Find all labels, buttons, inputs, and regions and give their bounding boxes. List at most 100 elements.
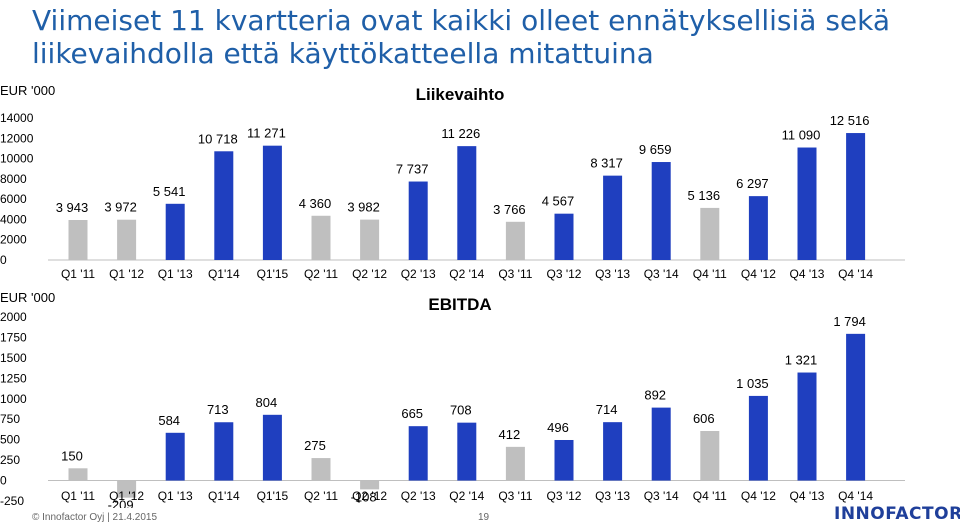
- revenue-bar: [165, 203, 185, 260]
- revenue-value-label: 6 297: [736, 176, 769, 191]
- innofactor-logo: INNOFACTOR: [834, 504, 960, 524]
- revenue-category-label: Q2 '13: [401, 267, 436, 281]
- ebitda-bar: [408, 426, 428, 481]
- ebitda-value-label: 804: [256, 395, 278, 410]
- ebitda-value-label: 412: [499, 427, 521, 442]
- ebitda-bar: [505, 446, 525, 481]
- revenue-bar: [846, 133, 866, 260]
- revenue-bar: [311, 215, 331, 260]
- revenue-value-label: 9 659: [639, 142, 672, 157]
- revenue-category-label: Q4 '13: [790, 267, 825, 281]
- revenue-bar: [797, 147, 817, 260]
- revenue-bar: [262, 145, 282, 260]
- revenue-value-label: 5 136: [688, 188, 721, 203]
- revenue-category-label: Q1'14: [208, 267, 240, 281]
- revenue-y-tick-label: 8000: [0, 172, 27, 186]
- ebitda-category-label: Q4 '12: [741, 489, 776, 503]
- revenue-y-tick-label: 4000: [0, 212, 27, 226]
- ebitda-bar: [554, 439, 574, 481]
- revenue-chart-title: Liikevaihto: [416, 85, 505, 104]
- revenue-value-label: 10 718: [198, 131, 238, 146]
- revenue-value-label: 5 541: [153, 184, 186, 199]
- revenue-value-label: 11 090: [782, 128, 821, 143]
- ebitda-value-label: 1 794: [833, 314, 866, 329]
- revenue-bar: [700, 207, 720, 260]
- revenue-y-axis-label: EUR '000: [0, 83, 55, 98]
- ebitda-bar: [360, 480, 380, 490]
- ebitda-bar: [797, 372, 817, 481]
- revenue-category-label: Q4 '12: [741, 267, 776, 281]
- revenue-category-label: Q1 '13: [158, 267, 193, 281]
- ebitda-category-label: Q2 '14: [449, 489, 484, 503]
- ebitda-category-label: Q3 '14: [644, 489, 679, 503]
- ebitda-category-label: Q3 '11: [498, 489, 532, 503]
- ebitda-category-label: Q1 '12: [109, 489, 144, 503]
- revenue-value-label: 8 317: [590, 156, 623, 171]
- ebitda-chart-title: EBITDA: [428, 295, 491, 314]
- ebitda-y-tick-label: 500: [0, 433, 20, 447]
- ebitda-category-label: Q4 '13: [790, 489, 825, 503]
- revenue-y-tick-label: 2000: [0, 233, 27, 247]
- ebitda-bar: [311, 458, 331, 481]
- revenue-value-label: 3 972: [104, 200, 137, 215]
- ebitda-value-label: 1 321: [785, 353, 818, 368]
- ebitda-category-label: Q2 '12: [352, 489, 387, 503]
- ebitda-category-label: Q4 '14: [838, 489, 873, 503]
- ebitda-value-label: 892: [644, 388, 666, 403]
- page-number: 19: [478, 512, 490, 523]
- revenue-category-label: Q4 '11: [693, 267, 727, 281]
- ebitda-value-label: 713: [207, 402, 229, 417]
- ebitda-y-tick-label: -250: [0, 494, 24, 508]
- ebitda-bar: [651, 407, 671, 481]
- revenue-category-label: Q1 '12: [109, 267, 144, 281]
- ebitda-value-label: 708: [450, 403, 472, 418]
- ebitda-value-label: 1 035: [736, 376, 769, 391]
- ebitda-value-label: 665: [401, 406, 423, 421]
- ebitda-value-label: 584: [158, 413, 180, 428]
- ebitda-y-tick-label: 2000: [0, 310, 27, 324]
- ebitda-value-label: 496: [547, 420, 569, 435]
- ebitda-y-tick-label: 750: [0, 412, 20, 426]
- ebitda-y-tick-label: 1000: [0, 392, 27, 406]
- revenue-bar: [408, 181, 428, 260]
- slide-title: Viimeiset 11 kvartteria ovat kaikki olle…: [32, 4, 891, 70]
- revenue-value-label: 3 943: [56, 200, 89, 215]
- revenue-category-label: Q3 '11: [498, 267, 532, 281]
- ebitda-bar: [457, 422, 477, 481]
- ebitda-y-axis-label: EUR '000: [0, 290, 55, 305]
- ebitda-y-tick-label: 1750: [0, 330, 27, 344]
- footer-text: © Innofactor Oyj | 21.4.2015: [32, 512, 158, 523]
- revenue-category-label: Q2 '14: [449, 267, 484, 281]
- revenue-y-tick-label: 10000: [0, 152, 34, 166]
- revenue-category-label: Q1'15: [257, 267, 289, 281]
- revenue-value-label: 3 766: [493, 202, 526, 217]
- revenue-y-tick-label: 12000: [0, 131, 34, 145]
- revenue-category-label: Q4 '14: [838, 267, 873, 281]
- revenue-value-label: 3 982: [347, 200, 380, 215]
- ebitda-y-tick-label: 1250: [0, 371, 27, 385]
- revenue-bar: [505, 221, 525, 260]
- revenue-category-label: Q1 '11: [61, 267, 95, 281]
- revenue-category-label: Q2 '12: [352, 267, 387, 281]
- ebitda-bar: [117, 480, 137, 498]
- revenue-category-label: Q3 '12: [547, 267, 582, 281]
- revenue-category-label: Q3 '14: [644, 267, 679, 281]
- ebitda-value-label: 275: [304, 438, 326, 453]
- revenue-y-tick-label: 6000: [0, 192, 27, 206]
- revenue-chart: Liikevaihto EUR '000 0 2000 4000 6000 8000 1000…: [0, 83, 905, 281]
- revenue-bar: [748, 196, 768, 260]
- revenue-bar: [214, 151, 234, 260]
- ebitda-category-label: Q1 '13: [158, 489, 193, 503]
- revenue-value-label: 4 567: [542, 194, 575, 209]
- ebitda-value-label: -108: [351, 489, 377, 504]
- revenue-value-label: 12 516: [830, 113, 870, 128]
- ebitda-category-label: Q2 '11: [304, 489, 338, 503]
- revenue-y-tick-label: 14000: [0, 111, 34, 125]
- revenue-value-label: 11 271: [247, 126, 286, 141]
- revenue-category-label: Q3 '13: [595, 267, 630, 281]
- ebitda-category-label: Q1'14: [208, 489, 240, 503]
- ebitda-bar: [748, 395, 768, 481]
- ebitda-category-label: Q1'15: [257, 489, 289, 503]
- ebitda-category-label: Q3 '13: [595, 489, 630, 503]
- ebitda-category-label: Q4 '11: [693, 489, 727, 503]
